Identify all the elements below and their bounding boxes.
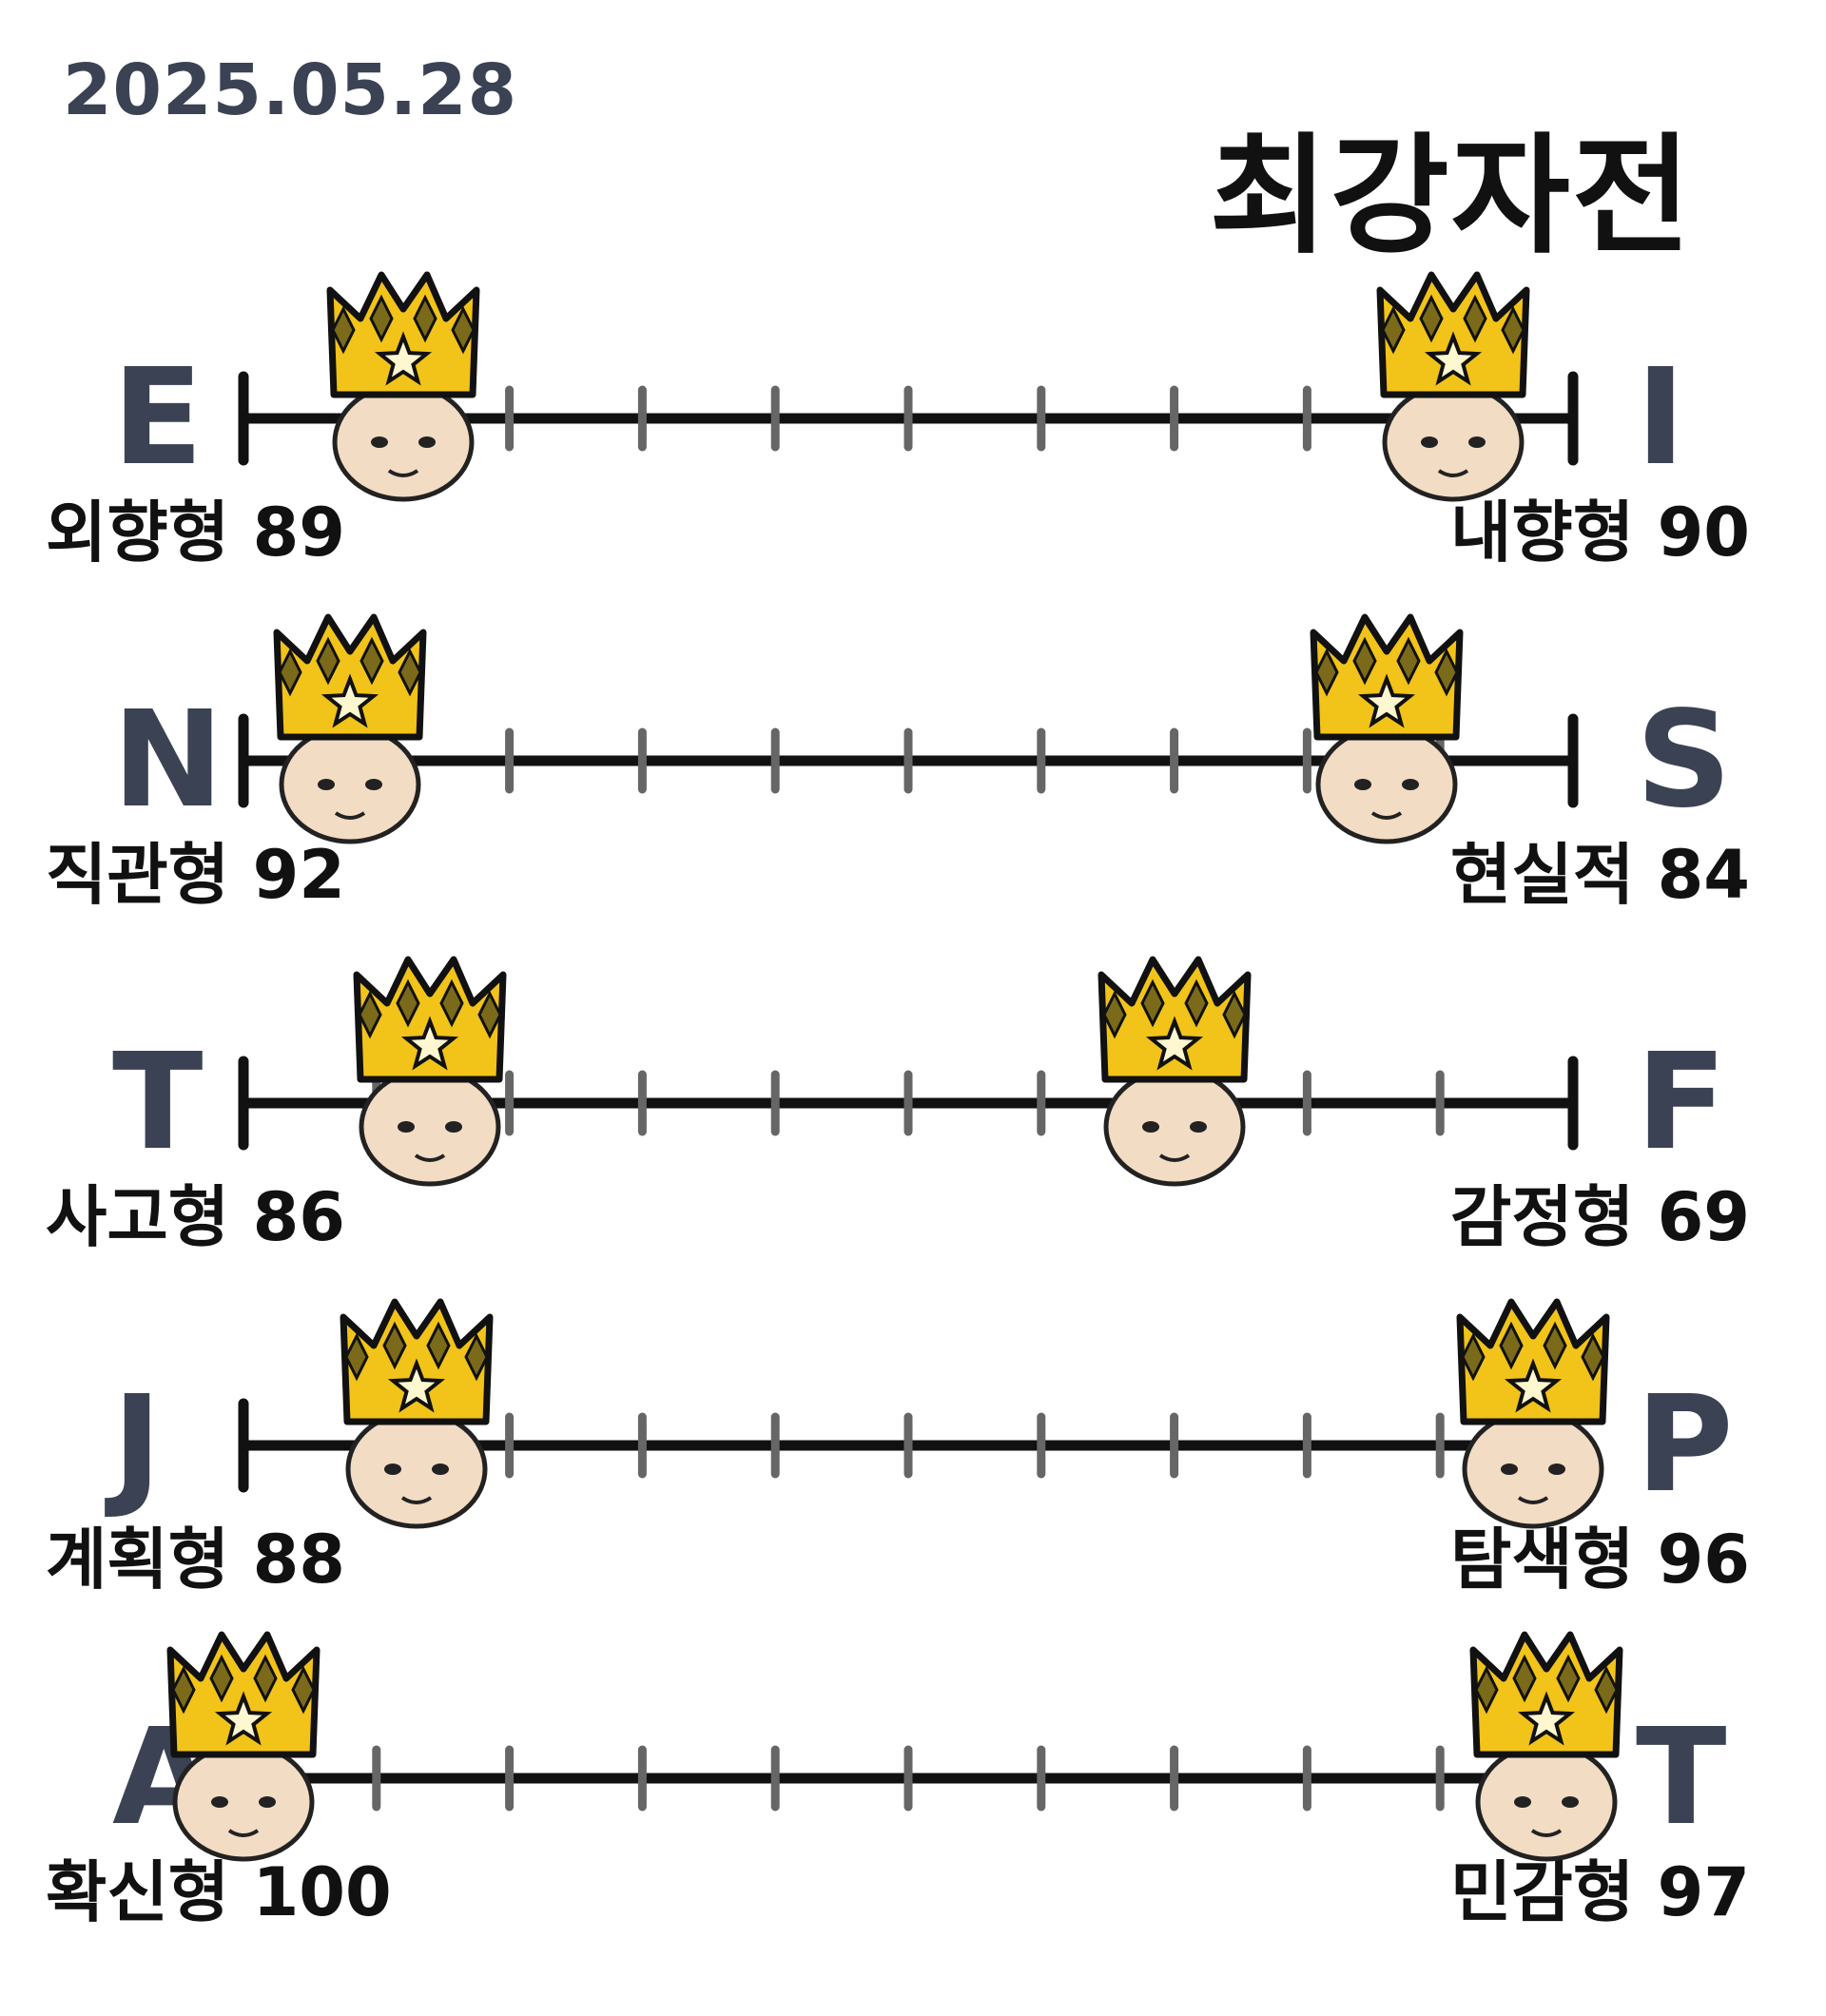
right-crowned-character-icon (1469, 1631, 1623, 1862)
right-score-label: 내향형 90 (1450, 494, 1750, 572)
star-icon (1358, 673, 1416, 728)
date-label: 2025.05.28 (63, 49, 518, 131)
left-character-marker (322, 262, 484, 509)
face-icon (1382, 382, 1525, 502)
left-letter: T (112, 1025, 204, 1180)
face-icon (1315, 725, 1458, 844)
face-icon (332, 382, 475, 502)
left-crowned-character-icon (340, 1298, 494, 1529)
right-letter: P (1636, 1367, 1734, 1522)
right-character-marker (1452, 1289, 1614, 1536)
face-icon (1103, 1067, 1246, 1187)
face-icon (279, 725, 421, 844)
face-icon (345, 1409, 488, 1529)
left-crowned-character-icon (273, 613, 427, 844)
axis-row: T F 사고형 86 감정형 69 (0, 956, 1826, 1341)
face-icon (1475, 1742, 1618, 1862)
right-letter: T (1636, 1700, 1727, 1855)
left-crowned-character-icon (326, 271, 480, 502)
star-icon (387, 1358, 445, 1413)
right-character-marker (1466, 1621, 1627, 1869)
axis-row: J P 계획형 88 탐색형 96 (0, 1298, 1826, 1683)
right-score-label: 현실적 84 (1450, 836, 1750, 914)
left-score-label: 직관형 92 (46, 836, 345, 914)
right-score-label: 탐색형 96 (1450, 1521, 1750, 1599)
axis-row: N S 직관형 92 현실적 84 (0, 613, 1826, 998)
right-score-label: 민감형 97 (1450, 1853, 1750, 1931)
left-character-marker (269, 604, 431, 851)
right-crowned-character-icon (1098, 956, 1252, 1187)
left-score-label: 외향형 89 (46, 494, 345, 572)
face-icon (359, 1067, 501, 1187)
star-icon (321, 673, 379, 728)
right-letter: S (1636, 683, 1732, 838)
left-crowned-character-icon (166, 1631, 321, 1862)
right-letter: F (1636, 1025, 1727, 1180)
right-character-marker (1372, 262, 1534, 509)
axis-row: A T 확신형 100 민감형 97 (0, 1631, 1826, 2016)
star-icon (1145, 1016, 1203, 1071)
star-icon (1425, 331, 1483, 386)
axis-scale (238, 1731, 1579, 1826)
star-icon (374, 331, 432, 386)
left-character-marker (163, 1621, 324, 1869)
axis-row: E I 외향형 89 내향형 90 (0, 271, 1826, 656)
right-crowned-character-icon (1310, 613, 1464, 844)
right-score-label: 감정형 69 (1450, 1178, 1750, 1256)
star-icon (1504, 1358, 1563, 1413)
right-letter: I (1636, 340, 1686, 495)
star-icon (400, 1016, 458, 1071)
left-score-label: 사고형 86 (46, 1178, 345, 1256)
star-icon (214, 1691, 273, 1746)
right-character-marker (1094, 946, 1255, 1193)
page-title: 최강자전 (1209, 122, 1693, 272)
right-crowned-character-icon (1376, 271, 1530, 502)
face-icon (172, 1742, 315, 1862)
left-letter: E (112, 340, 204, 495)
left-character-marker (349, 946, 511, 1193)
left-score-label: 확신형 100 (46, 1853, 392, 1931)
left-score-label: 계획형 88 (46, 1521, 345, 1599)
star-icon (1517, 1691, 1576, 1746)
face-icon (1462, 1409, 1604, 1529)
left-crowned-character-icon (353, 956, 507, 1187)
right-character-marker (1306, 604, 1467, 851)
left-character-marker (336, 1289, 497, 1536)
left-letter: N (112, 683, 224, 838)
right-crowned-character-icon (1456, 1298, 1610, 1529)
left-letter: J (112, 1367, 163, 1522)
